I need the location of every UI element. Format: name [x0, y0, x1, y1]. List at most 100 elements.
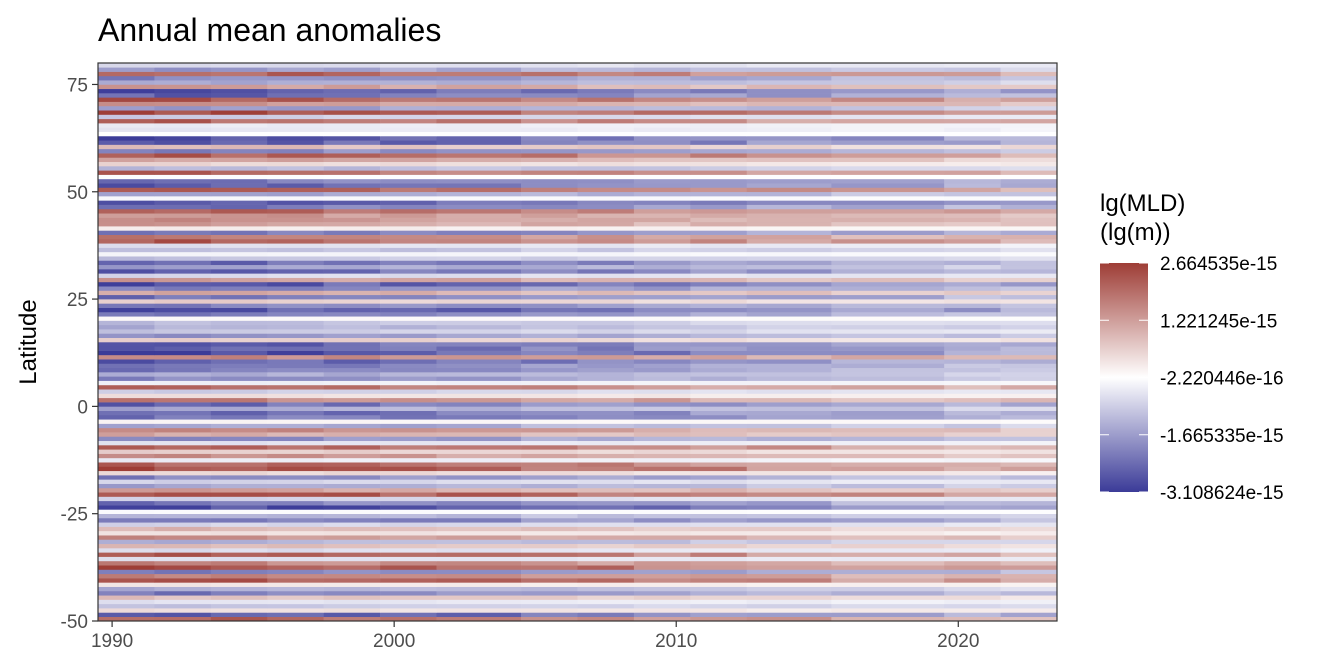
heatmap-cell [323, 608, 381, 613]
heatmap-cell [267, 200, 324, 205]
heatmap-cell [690, 256, 748, 261]
heatmap-cell [98, 612, 155, 618]
heatmap-cell [633, 303, 691, 308]
heatmap-cell [323, 445, 381, 450]
heatmap-cell [1000, 316, 1058, 321]
heatmap-cell [577, 337, 635, 343]
heatmap-cell [154, 548, 212, 553]
heatmap-cell [944, 389, 1001, 394]
heatmap-cell [944, 127, 1001, 132]
heatmap-cell [380, 565, 437, 570]
heatmap-cell [210, 573, 268, 579]
heatmap-cell [380, 505, 437, 510]
heatmap-cell [436, 178, 522, 184]
heatmap-cell [210, 101, 268, 107]
heatmap-cell [746, 526, 832, 532]
heatmap-cell [1000, 294, 1058, 300]
heatmap-cell [690, 470, 748, 476]
heatmap-cell [267, 93, 324, 98]
heatmap-cell [577, 475, 635, 480]
heatmap-cell [154, 75, 212, 81]
heatmap-cell [633, 505, 691, 510]
heatmap-cell [1000, 470, 1058, 476]
heatmap-cell [831, 586, 945, 592]
heatmap-cell [323, 294, 381, 300]
heatmap-cell [1000, 479, 1058, 484]
heatmap-cell [267, 543, 324, 549]
heatmap-cell [577, 281, 635, 287]
heatmap-cell [210, 290, 268, 296]
heatmap-cell [831, 178, 945, 184]
heatmap-cell [690, 522, 748, 527]
heatmap-cell [436, 397, 522, 403]
heatmap-cell [323, 569, 381, 575]
heatmap-cell [98, 333, 155, 339]
heatmap-cell [154, 226, 212, 231]
heatmap-cell [436, 170, 522, 175]
heatmap-cell [831, 114, 945, 120]
heatmap-cell [98, 556, 155, 562]
heatmap-cell [154, 367, 212, 373]
heatmap-cell [98, 230, 155, 235]
heatmap-cell [323, 187, 381, 193]
heatmap-cell [154, 505, 212, 510]
heatmap-cell [436, 277, 522, 283]
heatmap-cell [690, 410, 748, 416]
heatmap-cell [944, 578, 1001, 583]
heatmap-cell [1000, 509, 1058, 514]
heatmap-cell [380, 110, 437, 115]
heatmap-cell [831, 380, 945, 386]
heatmap-cell [831, 135, 945, 141]
heatmap-cell [944, 346, 1001, 351]
heatmap-cell [944, 269, 1001, 274]
heatmap-cell [746, 221, 832, 227]
heatmap-cell [98, 569, 155, 575]
heatmap-cell [831, 410, 945, 416]
heatmap-cell [633, 475, 691, 480]
heatmap-cell [521, 586, 578, 592]
heatmap-cell [831, 475, 945, 480]
heatmap-cell [577, 299, 635, 304]
heatmap-cell [267, 238, 324, 244]
heatmap-cell [831, 118, 945, 124]
heatmap-cell [521, 230, 578, 235]
heatmap-cell [154, 127, 212, 132]
heatmap-cell [154, 599, 212, 605]
heatmap-cell [380, 466, 437, 472]
heatmap-cell [577, 320, 635, 326]
heatmap-cell [831, 548, 945, 553]
heatmap-cell [521, 402, 578, 407]
heatmap-cell [267, 187, 324, 193]
heatmap-cell [746, 110, 832, 115]
heatmap-cell [521, 543, 578, 549]
heatmap-cell [577, 590, 635, 596]
heatmap-cell [577, 187, 635, 193]
heatmap-cell [267, 178, 324, 184]
heatmap-cell [436, 372, 522, 377]
heatmap-cell [633, 346, 691, 351]
heatmap-cell [944, 80, 1001, 85]
heatmap-cell [267, 110, 324, 115]
heatmap-cell [323, 213, 381, 218]
heatmap-cell [323, 406, 381, 411]
heatmap-cell [210, 140, 268, 145]
heatmap-cell [436, 552, 522, 557]
heatmap-cell [380, 67, 437, 72]
heatmap-cell [98, 530, 155, 536]
heatmap-cell [633, 101, 691, 107]
heatmap-cell [831, 67, 945, 72]
heatmap-cell [98, 616, 155, 622]
heatmap-cell [154, 273, 212, 278]
heatmap-cell [98, 166, 155, 171]
heatmap-cell [831, 174, 945, 180]
heatmap-cell [1000, 384, 1058, 390]
heatmap-cell [831, 281, 945, 287]
heatmap-cell [210, 402, 268, 407]
heatmap-cell [577, 526, 635, 532]
heatmap-cell [577, 97, 635, 102]
heatmap-cell [436, 213, 522, 218]
heatmap-cell [746, 595, 832, 600]
heatmap-cell [1000, 178, 1058, 184]
heatmap-cell [577, 217, 635, 223]
heatmap-cell [380, 135, 437, 141]
